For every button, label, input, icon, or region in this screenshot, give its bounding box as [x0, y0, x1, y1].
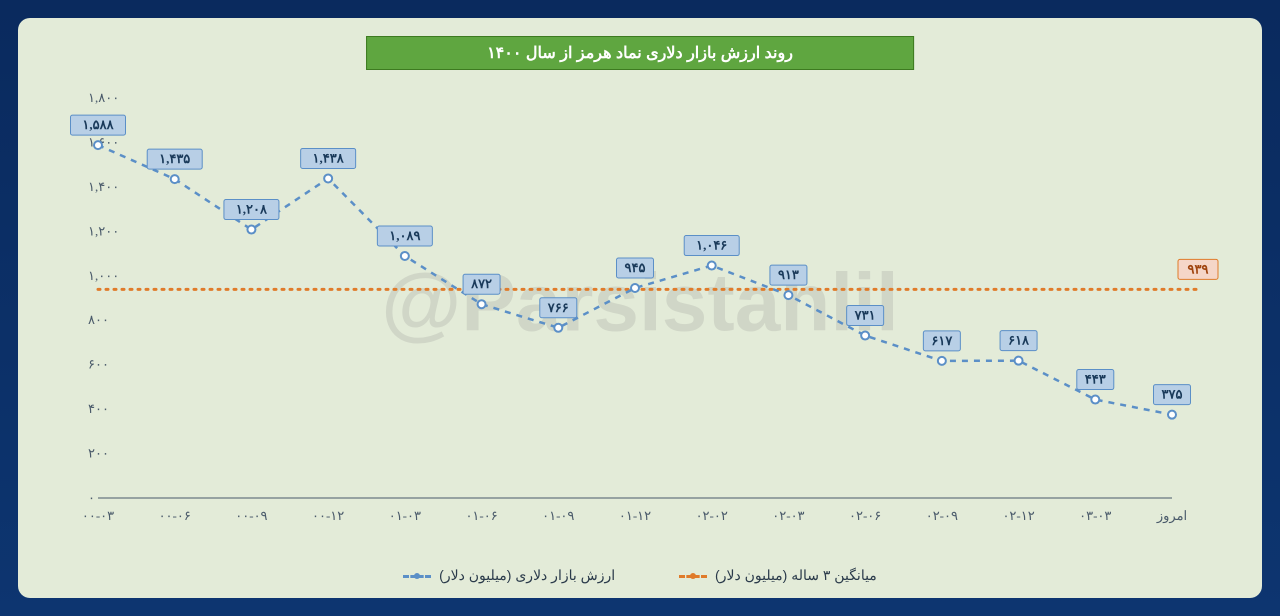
svg-text:۱,۰۸۹: ۱,۰۸۹ — [389, 228, 420, 243]
svg-text:۰۲-۰۹: ۰۲-۰۹ — [926, 508, 958, 523]
svg-text:۰۱-۰۳: ۰۱-۰۳ — [389, 508, 421, 523]
svg-text:۱,۲۰۰: ۱,۲۰۰ — [88, 223, 119, 238]
svg-text:۹۱۳: ۹۱۳ — [778, 267, 799, 282]
svg-text:۴۰۰: ۴۰۰ — [88, 401, 109, 416]
svg-text:۰۲-۰۲: ۰۲-۰۲ — [696, 508, 728, 523]
svg-text:۷۳۱: ۷۳۱ — [854, 308, 876, 323]
svg-text:۱,۴۳۸: ۱,۴۳۸ — [313, 150, 345, 165]
outer-frame: روند ارزش بازار دلاری نماد هرمز از سال ۱… — [0, 0, 1280, 616]
svg-text:۰۲-۱۲: ۰۲-۱۲ — [1002, 508, 1034, 523]
svg-text:۹۳۹: ۹۳۹ — [1188, 261, 1209, 276]
svg-text:۸۰۰: ۸۰۰ — [88, 312, 109, 327]
svg-text:۷۶۶: ۷۶۶ — [547, 300, 569, 315]
legend-label-mcap: ارزش بازار دلاری (میلیون دلار) — [439, 567, 615, 584]
chart-svg: ۰۲۰۰۴۰۰۶۰۰۸۰۰۱,۰۰۰۱,۲۰۰۱,۴۰۰۱,۶۰۰۱,۸۰۰۰۰… — [88, 78, 1212, 538]
svg-text:۰۰-۰۶: ۰۰-۰۶ — [159, 508, 191, 523]
chart-area: ۰۲۰۰۴۰۰۶۰۰۸۰۰۱,۰۰۰۱,۲۰۰۱,۴۰۰۱,۶۰۰۱,۸۰۰۰۰… — [88, 78, 1212, 538]
legend: میانگین ۳ ساله (میلیون دلار) ارزش بازار … — [18, 567, 1262, 584]
svg-text:۰۱-۰۹: ۰۱-۰۹ — [542, 508, 574, 523]
svg-text:۱,۴۰۰: ۱,۴۰۰ — [88, 179, 119, 194]
chart-title: روند ارزش بازار دلاری نماد هرمز از سال ۱… — [366, 36, 914, 70]
svg-text:۲۰۰: ۲۰۰ — [88, 446, 109, 461]
legend-item-avg: میانگین ۳ ساله (میلیون دلار) — [679, 567, 877, 584]
svg-text:۸۷۲: ۸۷۲ — [470, 276, 492, 291]
svg-text:امروز: امروز — [1156, 508, 1187, 524]
svg-text:۰۲-۰۶: ۰۲-۰۶ — [849, 508, 881, 523]
svg-text:۰۳-۰۳: ۰۳-۰۳ — [1079, 508, 1111, 523]
svg-text:۱,۴۳۵: ۱,۴۳۵ — [159, 151, 190, 166]
svg-text:۱,۰۰۰: ۱,۰۰۰ — [88, 268, 119, 283]
svg-text:۰۰-۰۳: ۰۰-۰۳ — [82, 508, 114, 523]
svg-text:۴۴۳: ۴۴۳ — [1085, 372, 1106, 387]
svg-text:۰۱-۱۲: ۰۱-۱۲ — [619, 508, 651, 523]
svg-text:۶۰۰: ۶۰۰ — [88, 357, 109, 372]
svg-text:۶۱۷: ۶۱۷ — [931, 333, 953, 348]
svg-text:۱,۸۰۰: ۱,۸۰۰ — [88, 90, 119, 105]
svg-text:۰۱-۰۶: ۰۱-۰۶ — [465, 508, 497, 523]
svg-text:۰۲-۰۳: ۰۲-۰۳ — [772, 508, 804, 523]
svg-text:۰۰-۱۲: ۰۰-۱۲ — [312, 508, 344, 523]
svg-text:۱,۰۴۶: ۱,۰۴۶ — [696, 238, 727, 253]
svg-text:۱,۲۰۸: ۱,۲۰۸ — [236, 202, 268, 217]
svg-text:۱,۵۸۸: ۱,۵۸۸ — [82, 117, 114, 132]
chart-panel: روند ارزش بازار دلاری نماد هرمز از سال ۱… — [18, 18, 1262, 598]
svg-text:۰: ۰ — [88, 490, 95, 505]
legend-label-avg: میانگین ۳ ساله (میلیون دلار) — [715, 567, 877, 584]
svg-text:۹۴۵: ۹۴۵ — [625, 260, 646, 275]
legend-item-mcap: ارزش بازار دلاری (میلیون دلار) — [403, 567, 615, 584]
svg-text:۶۱۸: ۶۱۸ — [1008, 333, 1030, 348]
svg-text:۰۰-۰۹: ۰۰-۰۹ — [235, 508, 267, 523]
svg-text:۳۷۵: ۳۷۵ — [1162, 387, 1183, 402]
